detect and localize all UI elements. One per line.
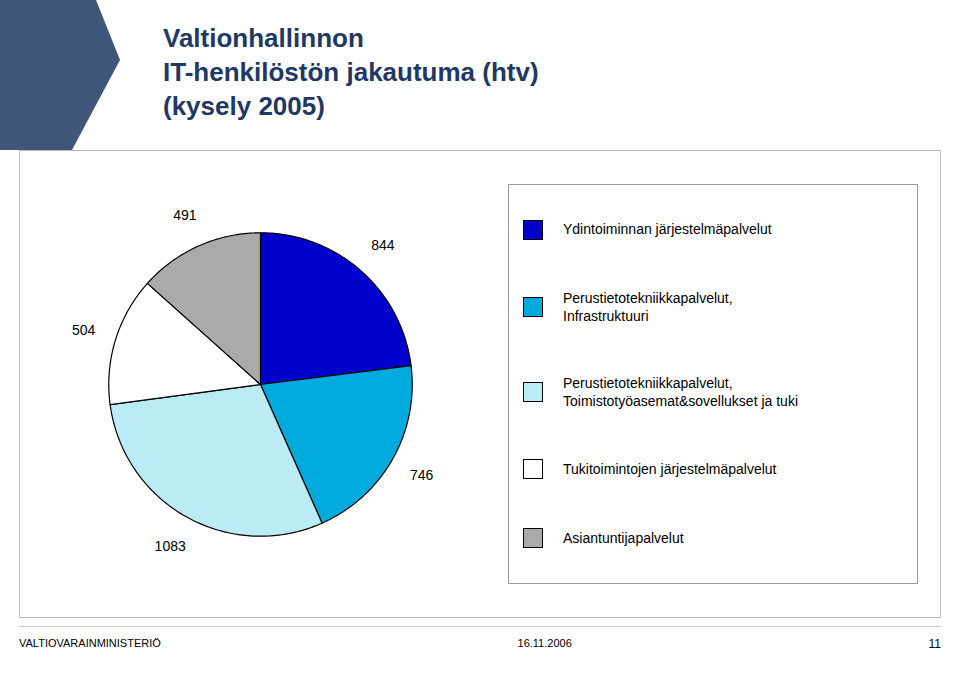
svg-text:1083: 1083 [155,538,186,554]
svg-text:746: 746 [410,467,434,483]
html-text:11: 11 [928,637,941,651]
html-text:Valtionhallinnon IT-henkilöstö: Valtionhallinnon IT-henkilöstön jakautum… [163,23,539,121]
html-text:VALTIOVARAINMINISTERIÖ: VALTIOVARAINMINISTERIÖ [19,637,161,649]
html-text:Tukitoimintojen järjestelmäpal: Tukitoimintojen järjestelmäpalvelut [563,461,777,478]
html-text:Ydintoiminnan järjestelmäpalve: Ydintoiminnan järjestelmäpalvelut [563,221,772,238]
svg-text:844: 844 [371,237,395,253]
html-text:Perustietotekniikkapalvelut, T: Perustietotekniikkapalvelut, Toimistotyö… [563,375,798,410]
svg-text:504: 504 [72,322,96,338]
html-text:16.11.2006: 16.11.2006 [517,637,572,649]
html-text:Asiantuntijapalvelut: Asiantuntijapalvelut [563,530,684,547]
svg-text:491: 491 [173,207,197,223]
html-text:Perustietotekniikkapalvelut, I: Perustietotekniikkapalvelut, Infrastrukt… [563,289,733,324]
